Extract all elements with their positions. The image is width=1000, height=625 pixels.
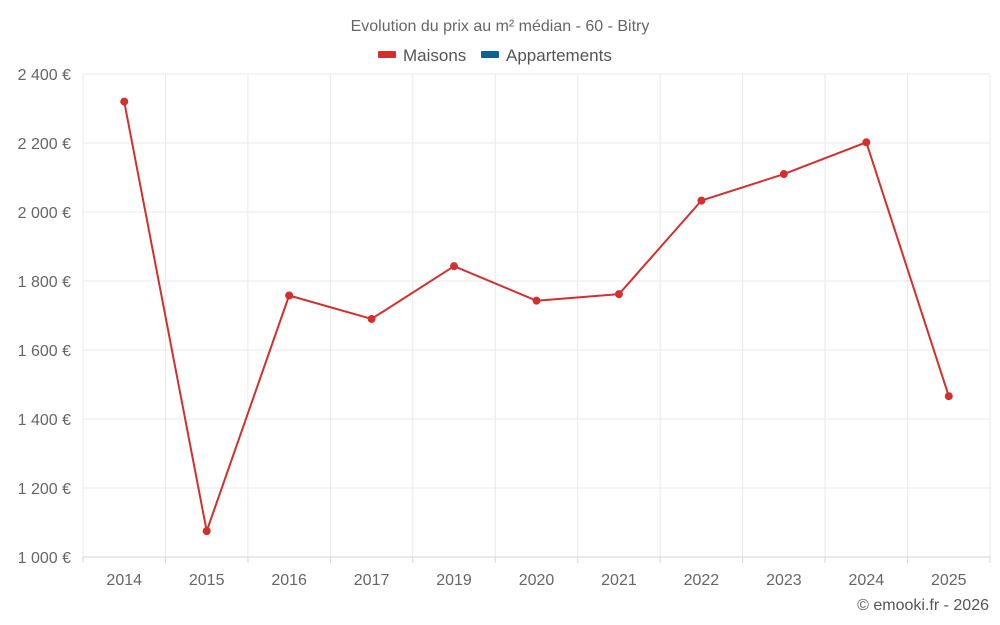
x-tick-label: 2016 bbox=[271, 572, 307, 589]
data-point-maisons-2020[interactable] bbox=[532, 296, 541, 305]
legend-label-appartements: Appartements bbox=[506, 46, 612, 65]
legend-item-maisons[interactable]: Maisons bbox=[378, 46, 466, 65]
x-tick-label: 2014 bbox=[106, 572, 142, 589]
y-axis: 1 000 € 1 200 € 1 400 € 1 600 € 1 800 € 2 000… bbox=[18, 67, 71, 567]
y-tick-label: 2 400 € bbox=[18, 67, 71, 84]
y-tick-label: 1 800 € bbox=[18, 274, 71, 291]
data-point-maisons-2022[interactable] bbox=[697, 196, 706, 205]
chart-title: Evolution du prix au m² médian - 60 - Bi… bbox=[351, 18, 650, 35]
data-point-maisons-2015[interactable] bbox=[202, 527, 211, 536]
y-tick-label: 2 000 € bbox=[18, 205, 71, 222]
y-tick-label: 1 200 € bbox=[18, 481, 71, 498]
y-tick-label: 2 200 € bbox=[18, 136, 71, 153]
legend-swatch-maisons bbox=[378, 51, 396, 58]
x-tick-label: 2017 bbox=[354, 572, 390, 589]
legend-swatch-appartements bbox=[481, 51, 499, 58]
data-point-maisons-2017[interactable] bbox=[367, 314, 376, 323]
x-tick-label: 2022 bbox=[684, 572, 720, 589]
x-tick-label: 2020 bbox=[519, 572, 555, 589]
x-axis: 2014 2015 2016 2017 2019 2020 2021 2022 2023 2024… bbox=[82, 557, 991, 589]
y-tick-label: 1 400 € bbox=[18, 412, 71, 429]
grid bbox=[82, 73, 991, 558]
data-point-maisons-2014[interactable] bbox=[120, 97, 129, 106]
x-tick-label: 2024 bbox=[849, 572, 885, 589]
legend-label-maisons: Maisons bbox=[403, 46, 466, 65]
x-tick-label: 2015 bbox=[189, 572, 225, 589]
data-point-maisons-2019[interactable] bbox=[450, 262, 459, 271]
y-tick-label: 1 000 € bbox=[18, 550, 71, 567]
x-tick-label: 2025 bbox=[931, 572, 967, 589]
credit-text: © emooki.fr - 2026 bbox=[857, 597, 989, 614]
x-tick-label: 2023 bbox=[766, 572, 802, 589]
legend: Maisons Appartements bbox=[378, 46, 612, 65]
data-point-maisons-2021[interactable] bbox=[614, 290, 623, 299]
y-tick-label: 1 600 € bbox=[18, 343, 71, 360]
data-point-maisons-2023[interactable] bbox=[779, 170, 788, 179]
x-tick-label: 2019 bbox=[436, 572, 472, 589]
data-point-maisons-2016[interactable] bbox=[285, 291, 294, 300]
x-tick-label: 2021 bbox=[601, 572, 637, 589]
series-maisons bbox=[120, 97, 953, 536]
legend-item-appartements[interactable]: Appartements bbox=[481, 46, 612, 65]
data-point-maisons-2024[interactable] bbox=[862, 138, 871, 147]
data-point-maisons-2025[interactable] bbox=[944, 392, 953, 401]
